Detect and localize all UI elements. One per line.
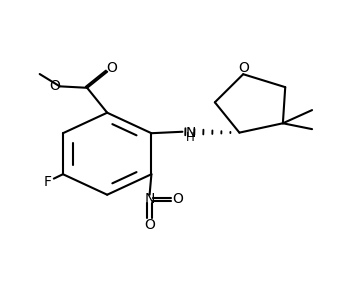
Text: O: O <box>49 79 60 93</box>
Text: F: F <box>44 176 52 189</box>
Text: O: O <box>172 192 183 206</box>
Text: O: O <box>144 218 155 233</box>
Text: N: N <box>185 126 196 140</box>
Text: O: O <box>107 61 117 75</box>
Text: N: N <box>144 192 155 206</box>
Text: H: H <box>186 131 195 144</box>
Text: O: O <box>238 61 249 75</box>
